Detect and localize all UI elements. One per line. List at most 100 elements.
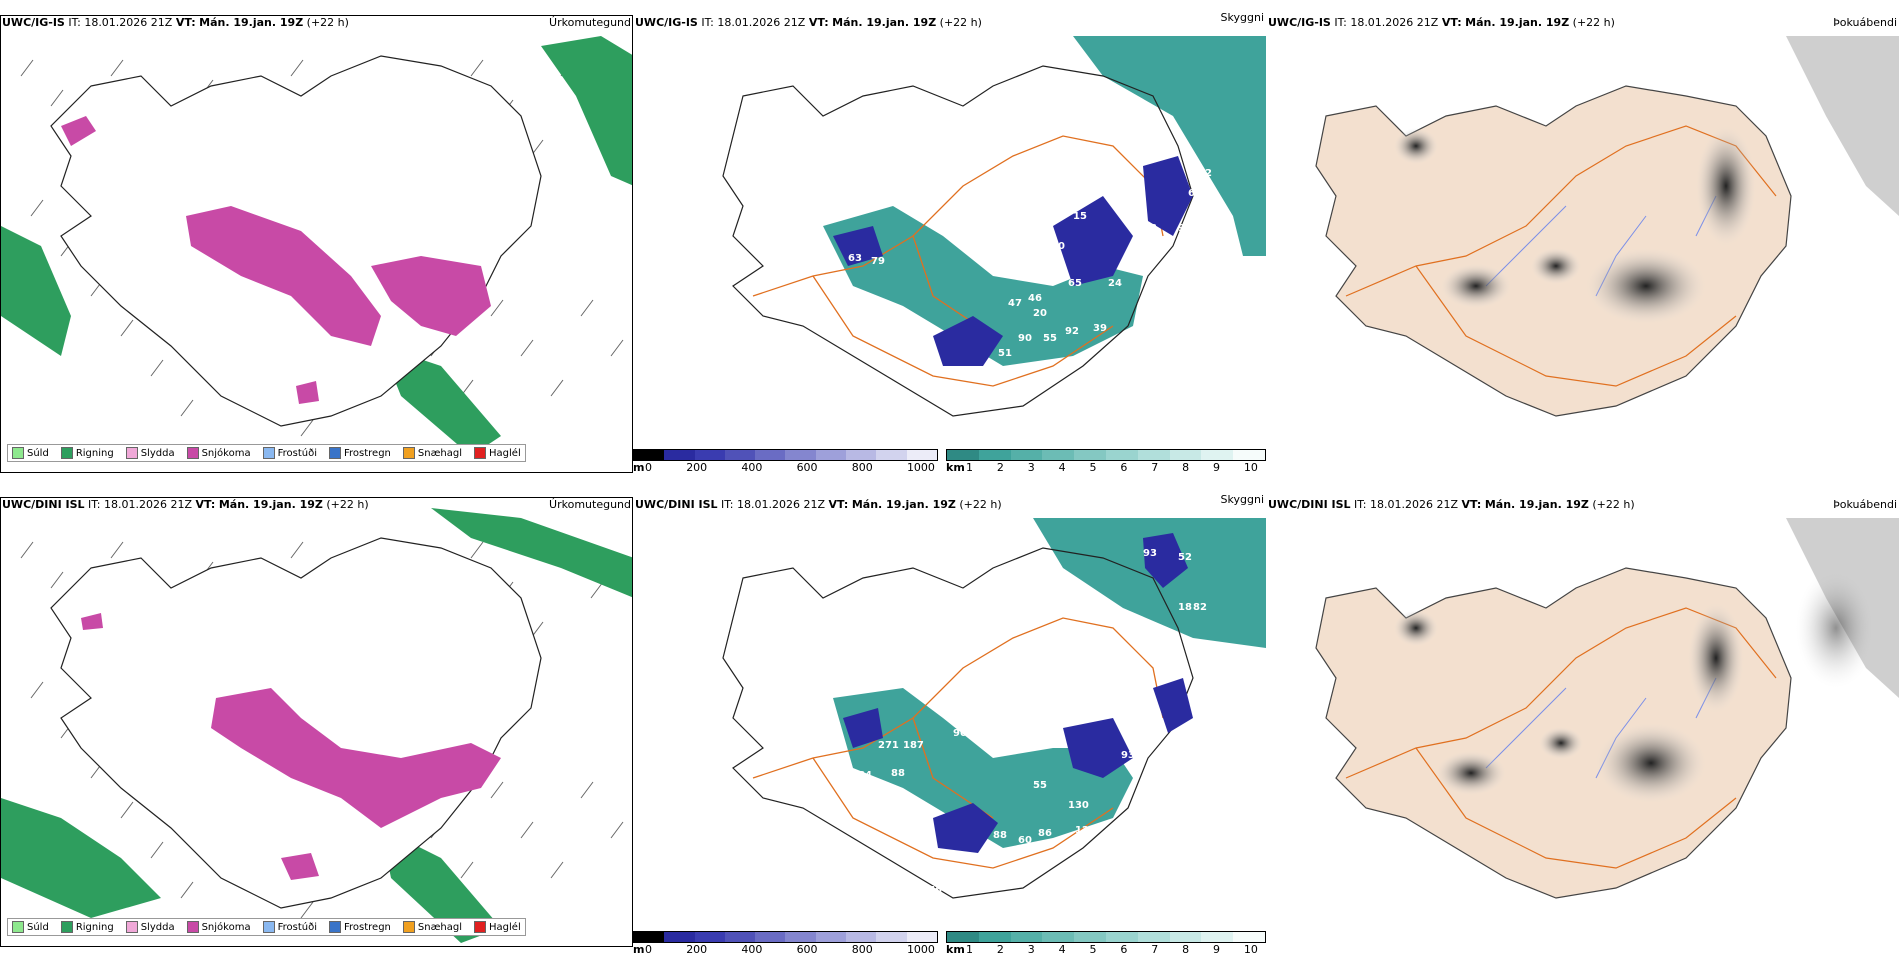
low-cloud-area [1153, 678, 1193, 733]
rain-area [541, 36, 632, 186]
cloud-base-value: 271 [878, 740, 899, 751]
rain-area [381, 346, 501, 456]
panel-title: Úrkomutegund [549, 16, 631, 29]
rain-area [381, 828, 501, 943]
fog-index-map-row2: UWC/DINI ISL IT: 18.01.2026 21Z VT: Mán.… [1266, 492, 1899, 960]
panel-title: Þokuábendi [1833, 16, 1897, 29]
panel-header: UWC/DINI ISL IT: 18.01.2026 21Z VT: Mán.… [2, 497, 631, 513]
precip-map [1, 36, 632, 456]
valid-time-label: VT: [175, 16, 196, 29]
model-name: UWC/DINI ISL [635, 498, 718, 511]
cloud-base-value: 20 [1033, 308, 1047, 319]
model-name: UWC/IG-IS [1268, 16, 1331, 29]
legend-item: Slydda [125, 921, 175, 933]
lead-time: (+22 h) [306, 16, 349, 29]
cloud-base-value: 76 [1198, 223, 1212, 234]
cloud-base-value: 43 [975, 366, 989, 377]
fog-patch [1394, 610, 1438, 646]
model-name: UWC/IG-IS [2, 16, 65, 29]
map-frame: 138 76 63 79 62 202 10 13 15 47 46 20 65 24 90 55 92 39 51… [633, 36, 1266, 432]
visibility-map-row1: UWC/IG-IS IT: 18.01.2026 21Z VT: Mán. 19… [633, 10, 1326, 478]
cloud-base-value: 10 [793, 745, 807, 756]
cloud-base-value: 130 [1068, 800, 1089, 811]
valid-time: Mán. 19.jan. 19Z [199, 16, 304, 29]
panel-header: UWC/IG-IS IT: 18.01.2026 21Z VT: Mán. 19… [2, 15, 631, 31]
fog-patch [1436, 751, 1506, 795]
scale-area: m 0 200 400 600 800 1000 km 1 2 3 4 5 6 7 8 9 10 [633, 447, 1266, 477]
low-visibility-ocean [1073, 36, 1266, 256]
lead-time: (+22 h) [1592, 498, 1635, 511]
legend-item: Snjókoma [186, 921, 251, 933]
map-frame [1266, 36, 1899, 436]
valid-time-label: VT: [1441, 16, 1462, 29]
precip-legend: Súld Rigning Slydda Snjókoma Frostúði Fr… [7, 918, 526, 936]
cloud-base-value: 76 [928, 885, 942, 896]
cloud-base-value: 52 [1133, 198, 1147, 209]
low-cloud-area [1053, 196, 1133, 286]
cloud-base-value: 93 [993, 368, 1007, 379]
low-cloud-area [933, 316, 1003, 366]
valid-time-label: VT: [1461, 498, 1482, 511]
legend-item: Frostúði [262, 447, 317, 459]
legend-item: Súld [12, 921, 49, 933]
cloud-base-value: 120 [1038, 728, 1059, 739]
low-visibility-ocean [1033, 518, 1266, 648]
precip-type-map-row2: UWC/DINI ISL IT: 18.01.2026 21Z VT: Mán.… [0, 492, 633, 960]
snow-area [371, 256, 491, 336]
lead-time: (+22 h) [939, 16, 982, 29]
cloud-base-value: 86 [1038, 828, 1052, 839]
fog-patch [1596, 723, 1706, 803]
panel-header: UWC/DINI ISL IT: 18.01.2026 21Z VT: Mán.… [635, 493, 1264, 513]
cloud-base-colorbar [633, 449, 938, 461]
cloud-base-value: 51 [998, 348, 1012, 359]
panel-title: Skyggni [1220, 493, 1264, 506]
cloud-base-value: 90 [1018, 333, 1032, 344]
init-time: IT: 18.01.2026 21Z [1334, 16, 1439, 29]
cloud-base-value: 12 [1075, 825, 1089, 836]
legend-item: Rigning [60, 447, 114, 459]
legend-item: Frostregn [329, 921, 391, 933]
cloud-base-value: 46 [705, 725, 719, 736]
cloud-base-unit: m [633, 461, 645, 474]
fog-map [1315, 518, 1899, 899]
low-cloud-area [1143, 533, 1188, 588]
cloud-base-value: 62 [951, 228, 965, 239]
snow-area [296, 381, 319, 404]
cloud-base-value: 55 [1033, 780, 1047, 791]
rain-area [1, 798, 161, 918]
fog-patch [1394, 128, 1438, 164]
visibility-colorbar [946, 931, 1266, 943]
fog-patch [1696, 126, 1756, 246]
panel-header: UWC/IG-IS IT: 18.01.2026 21Z VT: Mán. 19… [635, 11, 1264, 31]
cloud-base-value: 140 [1038, 738, 1059, 749]
rain-area [1, 226, 71, 356]
lead-time: (+22 h) [326, 498, 369, 511]
snow-area [81, 613, 103, 630]
low-cloud-area [843, 708, 883, 748]
cloud-base-value: 76 [708, 236, 722, 247]
panel-title: Skyggni [1220, 11, 1264, 24]
cloud-base-value: 84 [858, 770, 872, 781]
map-frame: Súld Rigning Slydda Snjókoma Frostúði Fr… [0, 15, 633, 473]
legend-item: Frostúði [262, 921, 317, 933]
lead-time: (+22 h) [959, 498, 1002, 511]
cloud-base-value: 79 [871, 256, 885, 267]
legend-item: Frostregn [329, 447, 391, 459]
legend-item: Rigning [60, 921, 114, 933]
valid-time-label: VT: [195, 498, 216, 511]
snow-area [281, 853, 319, 880]
precip-legend: Súld Rigning Slydda Snjókoma Frostúði Fr… [7, 444, 526, 462]
cloud-base-value: 53 [1143, 223, 1157, 234]
valid-time: Mán. 19.jan. 19Z [218, 498, 323, 511]
precip-type-map-row1: UWC/IG-IS IT: 18.01.2026 21Z VT: Mán. 19… [0, 10, 633, 478]
iceland-outline [722, 547, 1194, 899]
low-cloud-area [933, 803, 998, 853]
lead-time: (+22 h) [1572, 16, 1615, 29]
legend-item: Haglél [474, 447, 521, 459]
cloud-base-value: 93 [1143, 548, 1157, 559]
cloud-base-value: 93 [1121, 750, 1135, 761]
init-time: IT: 18.01.2026 21Z [68, 16, 173, 29]
panel-title: Úrkomutegund [549, 498, 631, 511]
scale-area: m 0 200 400 600 800 1000 km 1 2 3 4 5 6 7 8 9 10 [633, 929, 1266, 959]
